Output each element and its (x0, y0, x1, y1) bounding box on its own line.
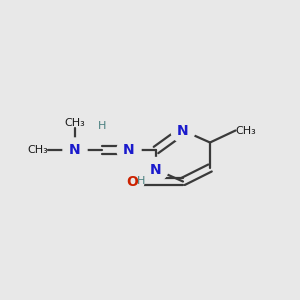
Text: H: H (98, 121, 106, 130)
Circle shape (94, 122, 110, 139)
Circle shape (133, 167, 149, 184)
Circle shape (63, 138, 87, 162)
Circle shape (171, 118, 195, 142)
Circle shape (120, 169, 144, 194)
Text: N: N (177, 124, 189, 137)
Circle shape (117, 138, 141, 162)
Text: CH₃: CH₃ (236, 125, 256, 136)
Text: O: O (126, 175, 138, 188)
Text: CH₃: CH₃ (64, 118, 86, 128)
Text: H: H (137, 176, 145, 185)
Text: N: N (69, 143, 81, 157)
Text: CH₃: CH₃ (27, 145, 48, 155)
Circle shape (144, 158, 168, 182)
Text: N: N (123, 143, 135, 157)
Text: N: N (150, 163, 162, 176)
